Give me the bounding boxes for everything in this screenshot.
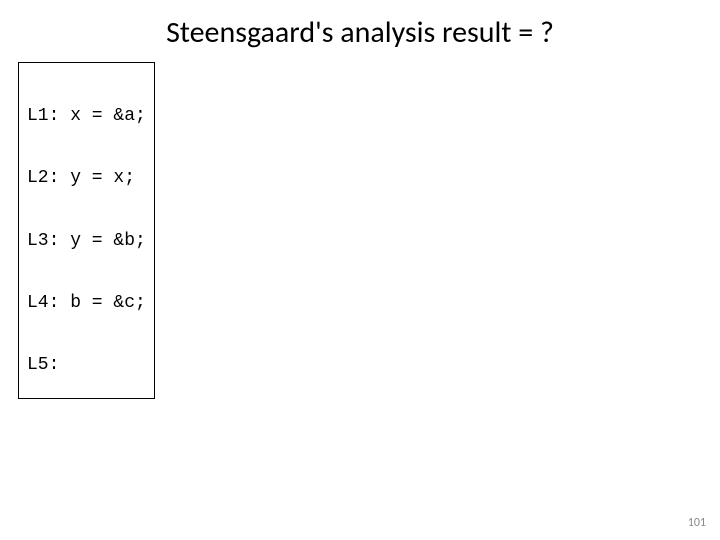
slide-title: Steensgaard's analysis result = ? (0, 14, 720, 51)
code-box: L1: x = &a; L2: y = x; L3: y = &b; L4: b… (18, 62, 155, 399)
code-line: L4: b = &c; (27, 293, 146, 314)
code-line: L2: y = x; (27, 168, 146, 189)
code-line: L5: (27, 355, 146, 376)
page-number: 101 (688, 516, 706, 530)
code-line: L1: x = &a; (27, 106, 146, 127)
code-line: L3: y = &b; (27, 231, 146, 252)
